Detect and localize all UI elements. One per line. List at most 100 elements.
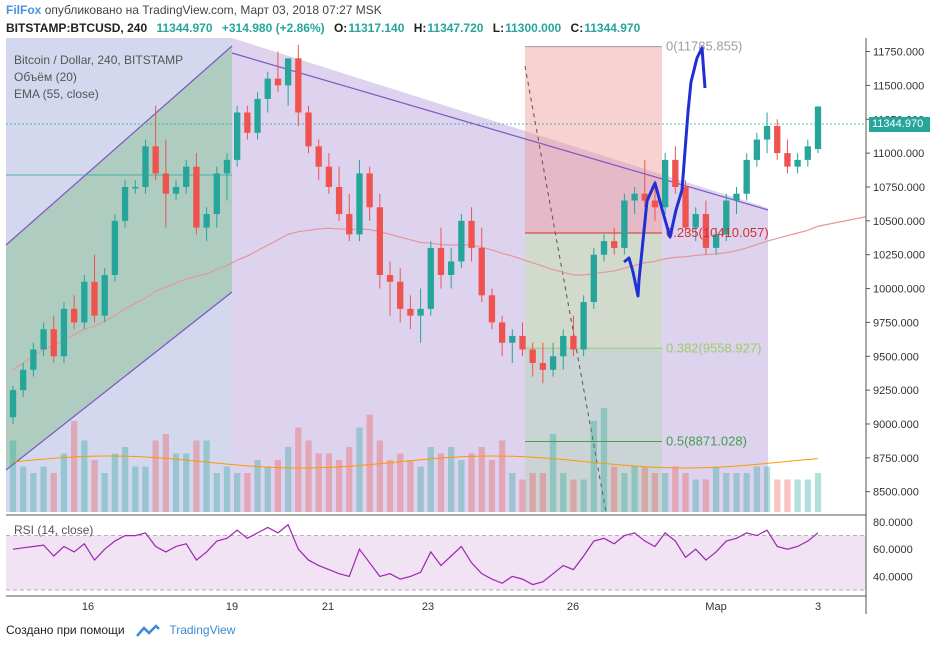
candle-body [743,159,750,194]
volume-bar [346,447,353,512]
created-with-text: Создано при помощи [6,623,125,637]
candle-body [9,390,17,418]
candle-body [223,159,231,174]
legend-title[interactable]: Bitcoin / Dollar, 240, BITSTAMP [14,53,184,67]
candle-body [478,247,485,296]
candle-body [284,58,292,86]
legend-ema[interactable]: EMA (55, close) [14,87,99,101]
volume-bar [274,460,282,512]
author-name[interactable]: FilFox [6,3,42,17]
candle-body [203,214,210,228]
volume-bar [478,447,485,512]
volume-bar [356,427,363,512]
candle-body [427,247,434,309]
axes-layer: 11750.00011500.00011250.00011000.0001075… [6,38,925,614]
legend-rsi[interactable]: RSI (14, close) [14,523,94,537]
price-tick-label: 10250.000 [873,250,925,262]
volume-bar [234,473,241,512]
rsi-path [12,523,819,586]
price-tick-label: 11500.000 [873,80,924,92]
volume-bar [743,473,750,512]
volume-bar [814,473,822,512]
candle-body [590,254,597,303]
volume-bar [468,453,475,512]
fib-label-2: 0.382(9558.927) [666,340,761,355]
candle-body [183,166,190,187]
volume-bar [712,466,720,512]
candle-body [397,281,404,309]
candle-body [325,166,333,187]
ema-line [12,216,867,371]
open-value: 11317.140 [348,21,405,35]
volume-bar [121,447,129,512]
candle-body [50,329,57,357]
fib-label-1: 0.235(10410.057) [666,225,769,240]
volume-bar [376,440,383,512]
volume-bar [417,466,424,512]
close-label: C: [570,21,584,35]
candle-body [142,146,149,187]
channel-upper-line [5,45,233,246]
volume-bar [590,421,597,512]
volume-bar [386,460,394,512]
time-tick-label: 19 [226,601,238,613]
candle-body [458,220,465,262]
dashed-trendline [524,65,607,513]
price-tick-label: 11000.000 [873,148,924,160]
rsi-tick-label: 40.0000 [873,571,913,583]
candle-body [274,78,282,86]
rsi-tick-label: 80.0000 [873,517,913,529]
purple-zone [232,38,768,512]
volume-bar [570,479,577,512]
candle-body [70,308,78,323]
volume-bar [397,453,404,512]
volume-bar [284,447,292,512]
volume-bar [193,440,200,512]
volume-bar [101,473,108,512]
fib-label-3: 0.5(8871.028) [666,433,747,448]
volume-bar [641,466,648,512]
volume-bar [162,434,170,512]
volume-bar [549,434,557,512]
high-value: 11347.720 [427,21,484,35]
candle-body [366,173,373,208]
volume-bar [448,447,455,512]
volume-bar [763,466,771,512]
time-tick-label: 16 [82,601,94,613]
volume-bar [794,479,801,512]
volume-bar [30,473,37,512]
candle-body [60,308,68,357]
volume-bar [254,460,261,512]
volume-bar [733,473,740,512]
price-change: +314.980 (+2.86%) [221,21,325,35]
volume-bar [784,479,791,512]
volume-bar [539,473,547,512]
volume-bar [488,460,496,512]
candle-body [305,112,312,147]
candle-body [30,349,37,370]
legend-volume[interactable]: Объём (20) [14,70,77,84]
candle-body [611,241,618,248]
volume-bar [70,421,78,512]
volume-bar [560,473,567,512]
volume-bar [264,466,271,512]
tradingview-link[interactable]: TradingView [169,623,236,637]
volume-bar [407,460,414,512]
volume-bar [509,473,516,512]
candle-body [774,126,781,154]
volume-bar [651,473,659,512]
price-tick-label: 9500.000 [873,351,919,363]
volume-bar [172,453,180,512]
candle-body [641,193,648,201]
symbol-label: BITSTAMP:BTCUSD, 240 [6,21,148,35]
volume-bar [621,473,628,512]
volume-bar [498,440,506,512]
main-pane-frame [6,38,866,512]
current-price-badge: 11344.970 [869,117,930,132]
candle-body [264,78,271,99]
candle-body [488,295,496,323]
price-tick-label: 10500.000 [873,216,925,228]
volume-bar [203,440,210,512]
price-tick-label: 11750.000 [873,47,924,59]
